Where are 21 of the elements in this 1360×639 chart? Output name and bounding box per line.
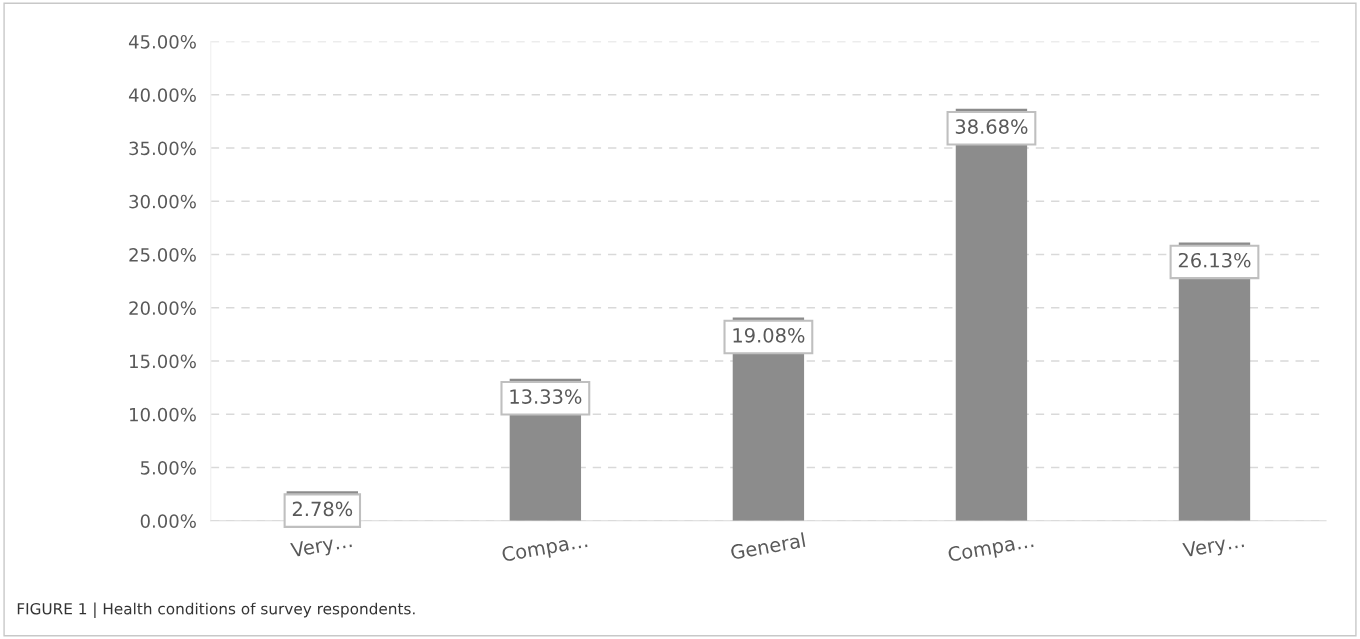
data-label: 2.78% (292, 501, 353, 517)
x-tick-label: General (730, 532, 806, 560)
data-label: 13.33% (510, 389, 582, 404)
y-tick-label: 25.00% (129, 247, 196, 262)
y-tick-label: 35.00% (129, 141, 196, 156)
x-tick-label: Compa… (947, 532, 1035, 566)
y-tick-label: 15.00% (130, 354, 196, 369)
y-tick-label: 10.00% (130, 407, 196, 422)
y-tick-label: 20.00% (129, 301, 196, 315)
data-label: 19.08% (733, 327, 805, 343)
y-tick-label: 45.00% (128, 34, 196, 49)
x-tick-label: Compa… (501, 532, 589, 566)
data-label: 26.13% (1178, 252, 1251, 268)
x-tick-label: Very… (1182, 532, 1245, 562)
x-tick-label: Very… (290, 532, 353, 562)
data-label: 38.68% (955, 119, 1028, 134)
y-tick-label: 0.00% (140, 514, 196, 528)
y-tick-label: 5.00% (140, 460, 196, 475)
caption: FIGURE 1 | Health conditions of survey respondents. (17, 602, 415, 618)
y-tick-label: 40.00% (128, 88, 196, 102)
y-tick-label: 30.00% (129, 194, 196, 209)
